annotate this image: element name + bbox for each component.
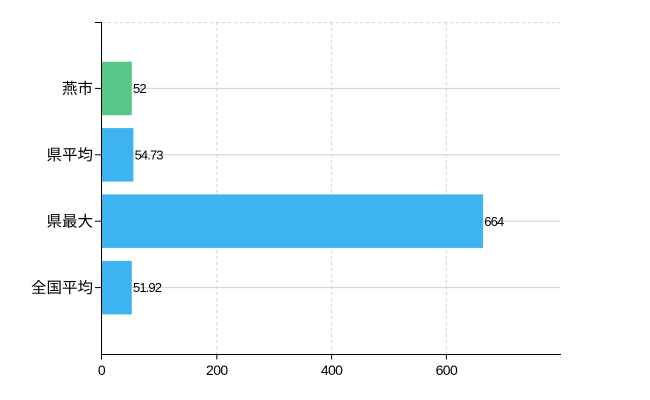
svg-text:54.73: 54.73 [135, 147, 164, 162]
svg-text:400: 400 [321, 362, 343, 378]
svg-text:52: 52 [133, 81, 146, 96]
svg-text:51.92: 51.92 [133, 280, 162, 295]
svg-text:664: 664 [484, 214, 504, 229]
svg-text:0: 0 [98, 362, 106, 378]
svg-text:600: 600 [436, 362, 458, 378]
svg-text:200: 200 [206, 362, 228, 378]
